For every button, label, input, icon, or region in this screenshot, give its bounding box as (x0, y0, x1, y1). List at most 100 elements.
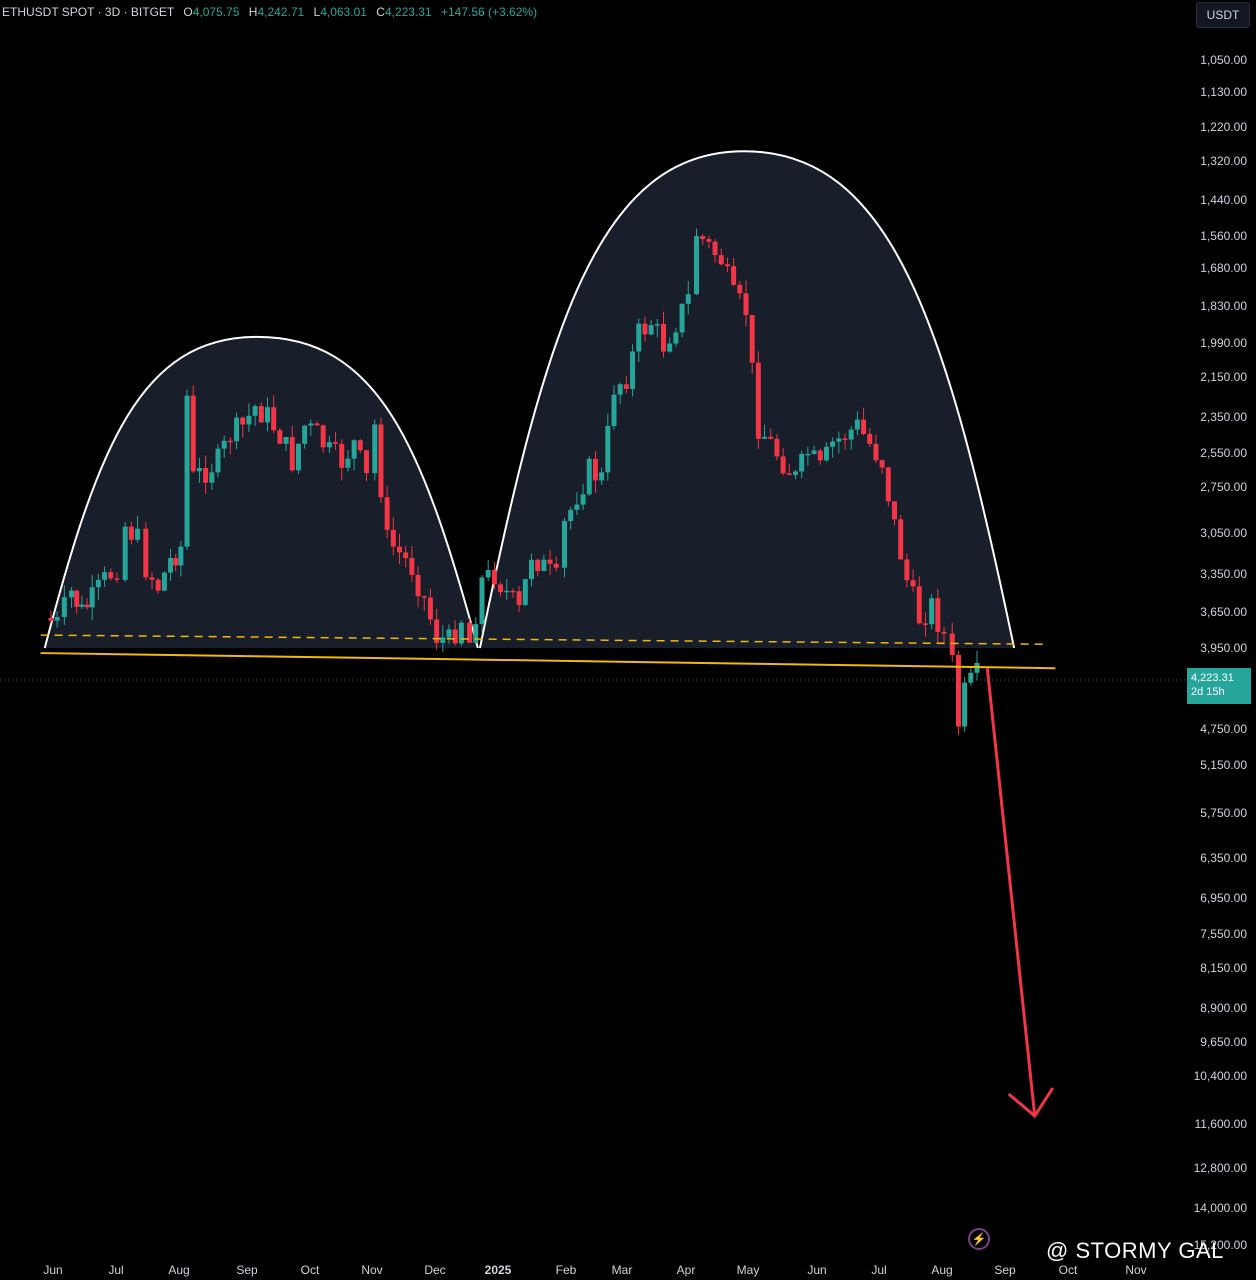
candle-body (636, 323, 642, 352)
dome-patterns (43, 150, 1016, 649)
candle-body (203, 467, 209, 483)
candle-body (234, 417, 240, 442)
y-tick-label: 5,150.00 (1200, 758, 1247, 772)
candle-body (599, 472, 605, 481)
x-tick-label: Jul (871, 1263, 886, 1277)
candle-body (452, 629, 458, 644)
candle-body (333, 442, 339, 444)
candle-body (61, 597, 67, 618)
candle-body (962, 682, 968, 727)
candle-body (190, 395, 196, 472)
candle-body (786, 473, 792, 475)
candle-body (535, 559, 541, 571)
candle-body (345, 458, 351, 468)
y-tick-label: 1,220.00 (1200, 120, 1247, 134)
candle-body (258, 406, 264, 423)
y-tick-label: 3,050.00 (1200, 526, 1247, 540)
candle-body (780, 456, 786, 474)
candle-body (661, 324, 666, 352)
candle-body (623, 384, 629, 389)
candle-body (246, 415, 252, 425)
price-axis[interactable]: 1,050.00 1,130.00 1,220.00 1,320.00 1,440.00… (1194, 53, 1248, 1252)
candle-body (562, 521, 567, 568)
candle-body (390, 529, 396, 547)
candle-body (143, 528, 149, 578)
candle-body (848, 429, 854, 440)
candle-body (308, 423, 314, 426)
candle-body (240, 417, 246, 425)
candle-body (586, 458, 592, 495)
candle-body (498, 584, 504, 593)
candle-body (541, 559, 547, 571)
y-tick-label: 2,350.00 (1200, 410, 1247, 424)
y-tick-label: 1,680.00 (1200, 261, 1247, 275)
candle-body (642, 323, 648, 335)
candle-body (458, 622, 464, 644)
candle-body (504, 590, 510, 593)
candle-body (898, 519, 904, 560)
candle-body (854, 419, 860, 430)
lightning-icon: ⚡ (968, 1228, 990, 1250)
y-tick-label: 7,550.00 (1200, 927, 1247, 941)
low-value: 4,063.01 (320, 5, 367, 19)
candle-body (793, 471, 798, 475)
candle-body (178, 546, 184, 566)
candle-body (667, 343, 673, 352)
candle-body (440, 637, 446, 643)
candle-body (617, 384, 623, 395)
time-axis[interactable]: Jun Jul Aug Sep Oct Nov Dec 2025 Feb Mar Apr May Jun… (43, 1263, 1146, 1277)
close-label: C (376, 5, 385, 19)
bar-countdown: 2d 15h (1191, 686, 1225, 698)
y-tick-label: 4,750.00 (1200, 722, 1247, 736)
y-tick-label: 8,900.00 (1200, 1001, 1247, 1015)
dome-fill-1 (44, 336, 478, 648)
projection-arrow (985, 668, 1055, 1119)
candle-body (547, 559, 553, 564)
candle-body (817, 450, 823, 461)
x-tick-label: Jun (43, 1263, 62, 1277)
candle-body (357, 440, 363, 451)
candle-body (215, 448, 221, 473)
x-tick-label: Jul (108, 1263, 123, 1277)
x-tick-label: May (737, 1263, 760, 1277)
candle-body (842, 438, 848, 440)
candle-body (271, 407, 277, 431)
high-value: 4,242.71 (257, 5, 305, 19)
candle-body (867, 433, 873, 444)
candle-body (89, 587, 95, 608)
candle-body (84, 604, 90, 608)
candle-body (415, 574, 421, 597)
candle-body (811, 450, 817, 454)
arrow-shaft (985, 668, 1037, 1117)
candle-body (74, 590, 80, 607)
candle-body (114, 578, 120, 580)
y-tick-label: 1,560.00 (1200, 229, 1247, 243)
candle-body (69, 590, 75, 598)
candle-body (929, 598, 935, 625)
x-tick-label: Aug (931, 1263, 952, 1277)
candle-body (885, 467, 891, 502)
candle-body (485, 570, 491, 578)
candle-body (673, 332, 679, 344)
candle-body (302, 425, 308, 444)
candle-body (384, 497, 390, 530)
candle-body (339, 443, 345, 468)
candle-body (378, 424, 384, 498)
candle-body (968, 672, 974, 683)
candle-body (694, 236, 699, 295)
candle-body (706, 239, 712, 242)
candle-body (630, 351, 636, 389)
candle-body (409, 558, 415, 575)
symbol-title: ETHUSDT SPOT · 3D · BITGET (2, 5, 175, 19)
y-tick-label: 1,440.00 (1200, 193, 1247, 207)
candle-body (102, 572, 108, 580)
y-tick-label: 9,650.00 (1200, 1035, 1247, 1049)
currency-button[interactable]: USDT (1196, 2, 1250, 28)
symbol-legend: ETHUSDT SPOT · 3D · BITGET O4,075.75 H4,… (2, 5, 537, 19)
close-value: 4,223.31 (384, 5, 432, 19)
candle-body (712, 241, 718, 256)
candle-body (529, 559, 534, 580)
x-tick-label: Dec (424, 1263, 445, 1277)
candle-body (685, 294, 691, 304)
